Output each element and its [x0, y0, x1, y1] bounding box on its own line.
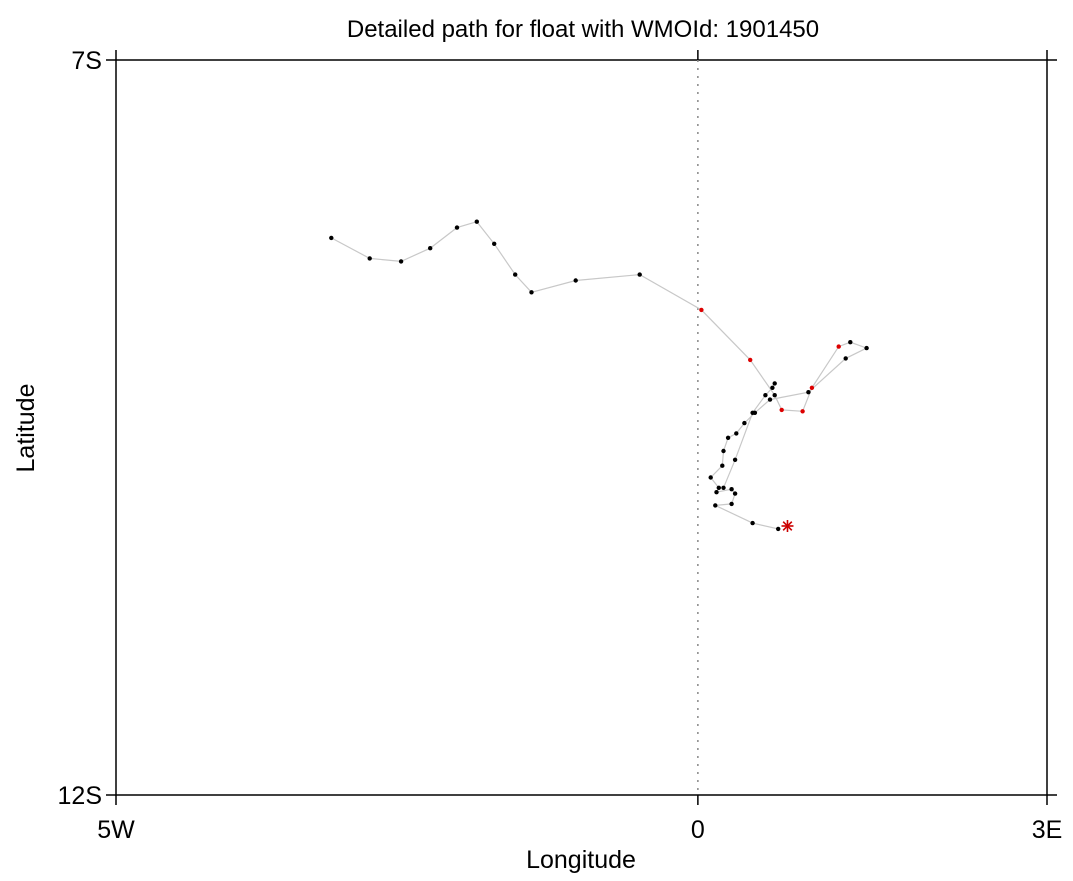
path-point: [720, 463, 725, 468]
float-path-points: [329, 219, 869, 532]
path-point: [776, 526, 781, 532]
path-point: [806, 390, 811, 395]
y-axis-ticks: 7S 12S: [58, 47, 1057, 810]
x-axis-ticks: 5W 0 3E: [97, 50, 1062, 844]
path-point: [767, 397, 773, 402]
start-marker-icon: [781, 519, 794, 532]
path-point: [398, 259, 404, 264]
path-point: [721, 448, 726, 454]
path-point: [729, 487, 734, 492]
y-tick-label: 12S: [58, 782, 102, 810]
path-point: [763, 393, 768, 398]
path-point: [708, 475, 713, 480]
y-tick-label: 7S: [71, 47, 102, 75]
path-point: [573, 278, 578, 283]
path-point: [734, 431, 739, 436]
highlight-point: [779, 407, 784, 413]
path-point: [742, 420, 747, 426]
path-point: [713, 503, 718, 508]
path-point: [428, 246, 433, 251]
path-point: [492, 241, 497, 246]
x-tick-label: 3E: [1032, 816, 1063, 844]
path-point: [864, 345, 869, 351]
start-marker-stroke: [782, 521, 793, 531]
highlight-point: [836, 344, 841, 349]
path-point: [725, 435, 731, 440]
path-point: [750, 410, 755, 415]
x-tick-label: 5W: [97, 816, 135, 844]
path-point: [329, 235, 334, 241]
path-point: [772, 381, 777, 386]
path-point: [848, 340, 853, 345]
highlight-point: [809, 385, 815, 390]
path-point: [770, 385, 775, 390]
path-point: [367, 256, 372, 261]
y-axis-label: Latitude: [12, 384, 40, 473]
plot-area: [115, 59, 1048, 796]
path-point: [716, 485, 721, 490]
path-point: [750, 520, 755, 526]
highlight-point: [748, 357, 753, 363]
path-point: [732, 457, 738, 462]
chart-title: Detailed path for float with WMOId: 1901…: [347, 16, 819, 43]
path-point: [454, 225, 460, 230]
highlight-point: [800, 409, 805, 414]
path-point: [637, 272, 642, 277]
path-point: [513, 272, 518, 277]
path-point: [732, 491, 738, 496]
path-point: [843, 356, 848, 361]
path-point: [529, 290, 534, 295]
x-tick-label: 0: [691, 816, 705, 844]
path-point: [474, 219, 479, 224]
path-point: [714, 490, 719, 495]
path-point: [772, 393, 777, 398]
path-point: [721, 485, 726, 490]
highlight-point: [699, 307, 704, 313]
path-point: [729, 501, 734, 507]
x-axis-label: Longitude: [526, 846, 636, 874]
